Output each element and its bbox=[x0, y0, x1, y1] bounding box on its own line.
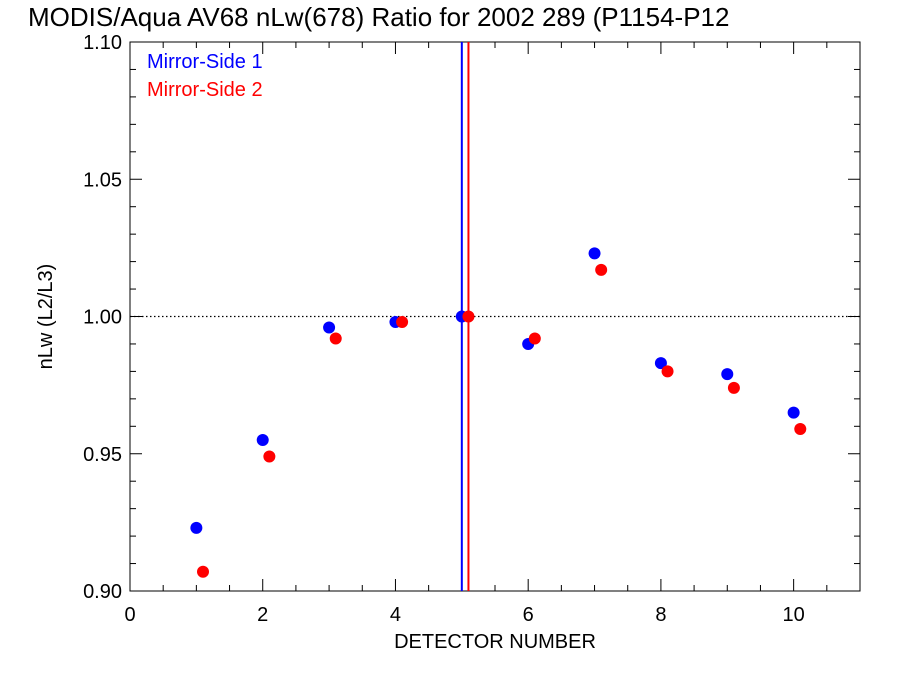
data-point-series-2 bbox=[727, 381, 740, 394]
data-point-series-1 bbox=[256, 434, 269, 447]
x-tick-label: 10 bbox=[783, 604, 805, 626]
data-point-series-1 bbox=[654, 357, 667, 370]
x-tick-label: 0 bbox=[124, 604, 135, 626]
data-point-series-2 bbox=[595, 263, 608, 276]
legend: Mirror-Side 1 Mirror-Side 2 bbox=[147, 51, 263, 101]
data-point-series-2 bbox=[661, 365, 674, 378]
x-axis-label: DETECTOR NUMBER bbox=[394, 631, 596, 653]
chart-title: MODIS/Aqua AV68 nLw(678) Ratio for 2002 … bbox=[28, 2, 729, 32]
data-point-series-1 bbox=[190, 521, 203, 534]
y-tick-label: 1.10 bbox=[83, 32, 122, 54]
data-point-series-2 bbox=[528, 332, 541, 345]
y-tick-label: 1.00 bbox=[83, 307, 122, 329]
data-point-series-2 bbox=[794, 423, 807, 436]
y-tick-label: 0.95 bbox=[83, 444, 122, 466]
y-axis-label: nLw (L2/L3) bbox=[35, 264, 57, 370]
data-point-series-2 bbox=[396, 315, 409, 328]
data-point-series-1 bbox=[323, 321, 336, 334]
data-point-series-1 bbox=[588, 247, 601, 260]
y-tick-label: 0.90 bbox=[83, 581, 122, 603]
y-tick-label: 1.05 bbox=[83, 169, 122, 191]
data-point-series-2 bbox=[263, 450, 276, 463]
data-point-series-2 bbox=[462, 310, 475, 323]
data-point-series-2 bbox=[197, 565, 209, 578]
x-tick-label: 2 bbox=[257, 604, 268, 626]
legend-entry: Mirror-Side 2 bbox=[147, 79, 263, 101]
x-tick-label: 8 bbox=[655, 604, 666, 626]
x-tick-label: 4 bbox=[390, 604, 401, 626]
data-point-series-1 bbox=[787, 406, 800, 419]
data-point-series-1 bbox=[721, 368, 734, 381]
plot-area: 0 2 4 6 8 10 0.90 0.95 1.00 1.05 1.10 bbox=[83, 32, 861, 626]
data-point-series-2 bbox=[329, 332, 342, 345]
x-tick-label: 6 bbox=[523, 604, 534, 626]
legend-entry: Mirror-Side 1 bbox=[147, 51, 263, 73]
